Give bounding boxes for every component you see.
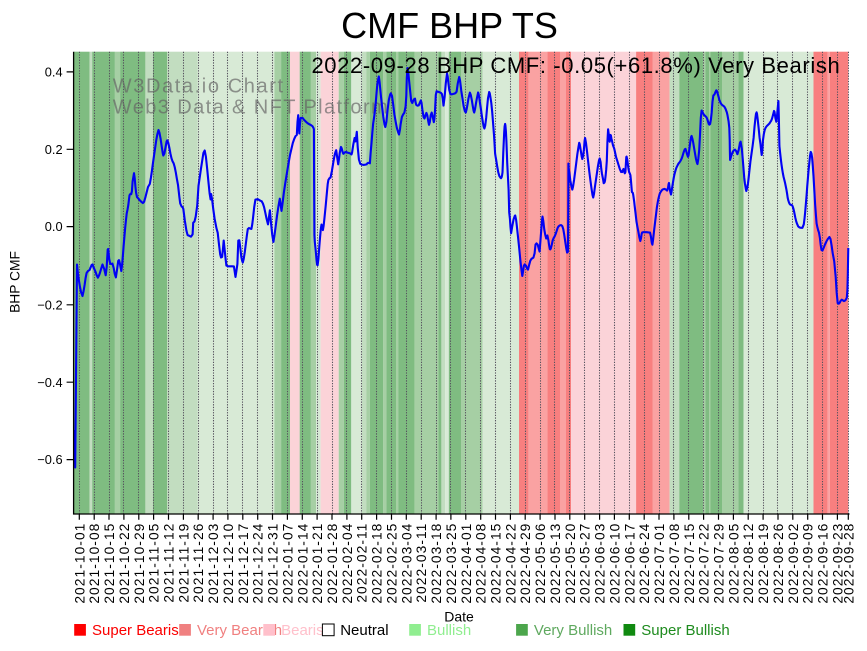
svg-text:Date: Date <box>444 609 474 625</box>
svg-text:2022-01-21: 2022-01-21 <box>310 523 325 604</box>
svg-text:2021-10-29: 2021-10-29 <box>132 523 147 604</box>
svg-text:2022-09-28: 2022-09-28 <box>841 523 856 604</box>
svg-text:−0.6: −0.6 <box>37 452 62 467</box>
svg-text:2021-12-10: 2021-12-10 <box>221 523 236 604</box>
svg-text:Web3 Data & NFT Platform: Web3 Data & NFT Platform <box>113 96 389 118</box>
svg-text:2022-09-28 BHP CMF: -0.05(+61.: 2022-09-28 BHP CMF: -0.05(+61.8%) Very B… <box>311 53 840 78</box>
svg-text:2022-02-25: 2022-02-25 <box>384 523 399 604</box>
svg-text:2022-03-25: 2022-03-25 <box>444 523 459 604</box>
svg-text:2022-01-07: 2022-01-07 <box>280 523 295 604</box>
svg-text:2022-05-20: 2022-05-20 <box>563 523 578 604</box>
svg-text:Bullish: Bullish <box>427 622 471 639</box>
svg-text:2022-03-04: 2022-03-04 <box>399 523 414 604</box>
svg-text:2022-02-04: 2022-02-04 <box>340 523 355 604</box>
svg-text:2022-01-14: 2022-01-14 <box>295 523 310 604</box>
svg-text:2022-05-06: 2022-05-06 <box>533 523 548 604</box>
svg-text:2021-10-22: 2021-10-22 <box>117 523 132 604</box>
svg-text:BHP CMF: BHP CMF <box>8 251 23 313</box>
svg-text:2022-04-08: 2022-04-08 <box>474 523 489 604</box>
svg-text:Very Bullish: Very Bullish <box>534 622 612 639</box>
svg-text:2022-03-18: 2022-03-18 <box>429 523 444 604</box>
svg-text:2021-12-24: 2021-12-24 <box>251 523 266 604</box>
svg-text:2021-12-31: 2021-12-31 <box>265 523 280 604</box>
svg-text:−0.2: −0.2 <box>37 297 62 312</box>
svg-text:Very Bearish: Very Bearish <box>197 622 282 639</box>
svg-text:0.2: 0.2 <box>45 142 63 157</box>
svg-text:−0.4: −0.4 <box>37 375 62 390</box>
svg-text:Super Bearish: Super Bearish <box>92 622 187 639</box>
svg-text:0.4: 0.4 <box>45 65 63 80</box>
svg-text:2022-09-02: 2022-09-02 <box>786 523 801 604</box>
svg-text:2021-12-17: 2021-12-17 <box>236 523 251 604</box>
svg-text:2022-03-11: 2022-03-11 <box>414 523 429 603</box>
svg-text:2022-02-11: 2022-02-11 <box>355 523 370 603</box>
svg-text:2022-09-09: 2022-09-09 <box>801 523 816 604</box>
svg-text:2022-02-18: 2022-02-18 <box>370 523 385 604</box>
svg-text:2022-06-10: 2022-06-10 <box>607 523 622 604</box>
svg-text:2022-07-01: 2022-07-01 <box>652 523 667 604</box>
svg-text:Neutral: Neutral <box>340 622 388 639</box>
svg-text:2022-08-05: 2022-08-05 <box>726 523 741 604</box>
svg-text:2022-08-12: 2022-08-12 <box>741 523 756 604</box>
svg-text:2021-11-26: 2021-11-26 <box>191 523 206 603</box>
svg-text:2022-08-19: 2022-08-19 <box>756 523 771 604</box>
svg-text:2022-09-23: 2022-09-23 <box>830 523 845 604</box>
svg-text:2021-11-19: 2021-11-19 <box>176 523 191 603</box>
svg-text:2022-04-15: 2022-04-15 <box>488 523 503 604</box>
svg-text:2022-06-17: 2022-06-17 <box>622 523 637 604</box>
svg-text:2022-07-22: 2022-07-22 <box>697 523 712 604</box>
svg-text:2022-05-13: 2022-05-13 <box>548 523 563 604</box>
svg-text:2022-06-24: 2022-06-24 <box>637 523 652 604</box>
svg-text:2021-10-15: 2021-10-15 <box>102 523 117 604</box>
svg-text:2022-08-26: 2022-08-26 <box>771 523 786 604</box>
svg-text:W3Data.io Chart: W3Data.io Chart <box>113 75 285 97</box>
svg-text:2021-11-12: 2021-11-12 <box>161 523 176 603</box>
svg-text:2021-11-05: 2021-11-05 <box>147 523 162 603</box>
svg-text:0.0: 0.0 <box>45 219 63 234</box>
svg-text:CMF BHP TS: CMF BHP TS <box>341 5 558 46</box>
svg-text:2022-07-08: 2022-07-08 <box>667 523 682 604</box>
svg-text:Bearish: Bearish <box>281 622 332 639</box>
svg-text:2022-06-03: 2022-06-03 <box>593 523 608 604</box>
svg-text:2021-10-01: 2021-10-01 <box>72 523 87 604</box>
svg-text:Super Bullish: Super Bullish <box>641 622 729 639</box>
svg-text:2022-04-22: 2022-04-22 <box>503 523 518 604</box>
svg-text:2022-09-16: 2022-09-16 <box>815 523 830 604</box>
svg-text:2022-07-15: 2022-07-15 <box>682 523 697 604</box>
svg-text:2021-12-03: 2021-12-03 <box>206 523 221 604</box>
svg-text:2021-10-08: 2021-10-08 <box>87 523 102 604</box>
svg-text:2022-05-27: 2022-05-27 <box>578 523 593 604</box>
svg-text:2022-04-01: 2022-04-01 <box>459 523 474 604</box>
svg-text:2022-01-28: 2022-01-28 <box>325 523 340 604</box>
svg-text:2022-04-29: 2022-04-29 <box>518 523 533 604</box>
svg-text:2022-07-29: 2022-07-29 <box>711 523 726 604</box>
